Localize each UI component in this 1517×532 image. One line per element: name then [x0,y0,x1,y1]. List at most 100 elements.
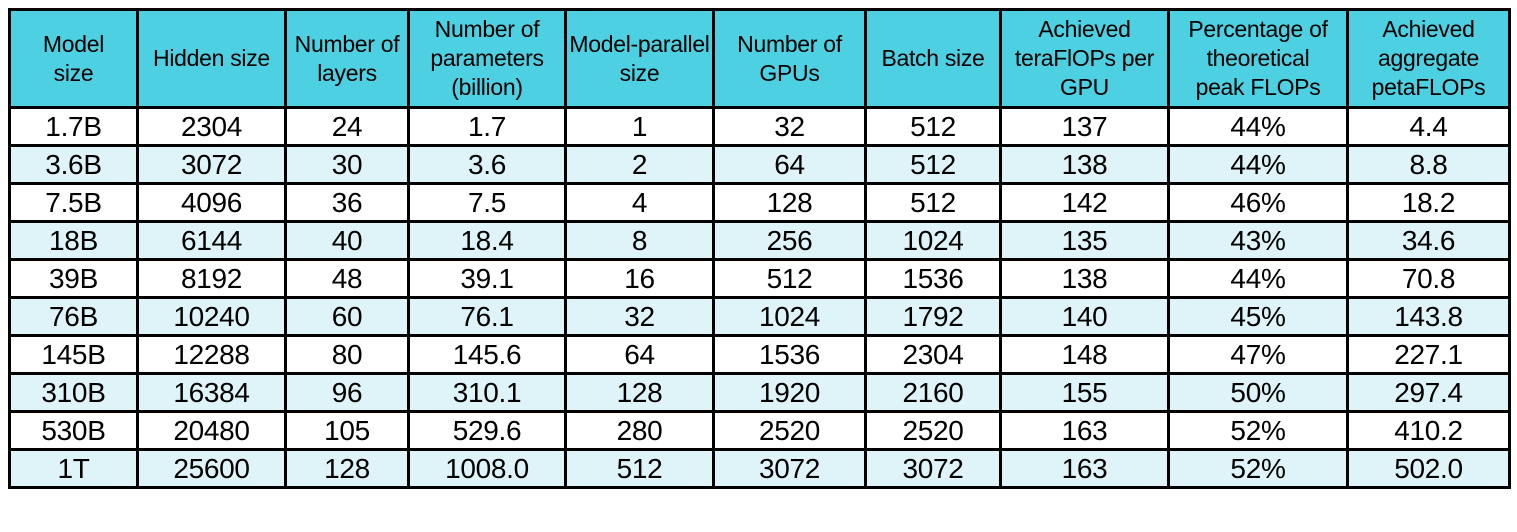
table-row: 7.5B 4096 36 7.5 4 128 512 142 46% 18.2 [8,182,1511,223]
cell-teraflops-per-gpu: 163 [999,410,1170,451]
cell-model-size: 3.6B [8,144,139,185]
table-row: 1T 25600 128 1008.0 512 3072 3072 163 52% 502.0 [8,448,1511,489]
column-header-num-gpus: Number of GPUs [712,8,867,109]
cell-batch-size: 1024 [864,220,1002,261]
cell-num-layers: 60 [284,296,410,337]
cell-num-gpus: 1024 [712,296,867,337]
cell-model-parallel-size: 280 [564,410,715,451]
cell-teraflops-per-gpu: 155 [999,372,1170,413]
cell-num-parameters: 3.6 [407,144,567,185]
cell-num-layers: 48 [284,258,410,299]
cell-num-parameters: 18.4 [407,220,567,261]
cell-batch-size: 3072 [864,448,1002,489]
column-header-model-parallel-size: Model-parallel size [564,8,715,109]
cell-num-parameters: 1.7 [407,106,567,147]
cell-teraflops-per-gpu: 135 [999,220,1170,261]
cell-batch-size: 1536 [864,258,1002,299]
table-row: 1.7B 2304 24 1.7 1 32 512 137 44% 4.4 [8,106,1511,147]
cell-num-layers: 80 [284,334,410,375]
cell-model-parallel-size: 2 [564,144,715,185]
cell-aggregate-petaflops: 143.8 [1346,296,1511,337]
cell-aggregate-petaflops: 34.6 [1346,220,1511,261]
cell-num-parameters: 145.6 [407,334,567,375]
table-row: 145B 12288 80 145.6 64 1536 2304 148 47% 227.1 [8,334,1511,375]
cell-num-gpus: 2520 [712,410,867,451]
cell-aggregate-petaflops: 297.4 [1346,372,1511,413]
cell-hidden-size: 20480 [136,410,287,451]
cell-percent-peak-flops: 46% [1167,182,1349,223]
cell-aggregate-petaflops: 502.0 [1346,448,1511,489]
model-scaling-table: Model size Hidden size Number of layers Num… [8,8,1511,489]
cell-hidden-size: 4096 [136,182,287,223]
cell-aggregate-petaflops: 18.2 [1346,182,1511,223]
cell-num-gpus: 256 [712,220,867,261]
cell-batch-size: 2304 [864,334,1002,375]
cell-num-gpus: 512 [712,258,867,299]
cell-model-size: 145B [8,334,139,375]
table-row: 18B 6144 40 18.4 8 256 1024 135 43% 34.6 [8,220,1511,261]
cell-percent-peak-flops: 47% [1167,334,1349,375]
cell-num-layers: 30 [284,144,410,185]
cell-teraflops-per-gpu: 140 [999,296,1170,337]
cell-percent-peak-flops: 44% [1167,258,1349,299]
column-header-hidden-size: Hidden size [136,8,287,109]
cell-aggregate-petaflops: 8.8 [1346,144,1511,185]
header-row: Model size Hidden size Number of layers Num… [8,8,1511,109]
cell-num-gpus: 64 [712,144,867,185]
cell-aggregate-petaflops: 227.1 [1346,334,1511,375]
column-header-percent-peak-flops: Percentage of theoretical peak FLOPs [1167,8,1349,109]
cell-num-gpus: 1536 [712,334,867,375]
table-row: 3.6B 3072 30 3.6 2 64 512 138 44% 8.8 [8,144,1511,185]
column-header-aggregate-petaflops: Achieved aggregate petaFLOPs [1346,8,1511,109]
cell-hidden-size: 2304 [136,106,287,147]
cell-batch-size: 512 [864,182,1002,223]
table-row: 39B 8192 48 39.1 16 512 1536 138 44% 70.8 [8,258,1511,299]
cell-hidden-size: 12288 [136,334,287,375]
cell-teraflops-per-gpu: 137 [999,106,1170,147]
cell-teraflops-per-gpu: 142 [999,182,1170,223]
cell-model-parallel-size: 32 [564,296,715,337]
cell-num-layers: 40 [284,220,410,261]
cell-batch-size: 1792 [864,296,1002,337]
cell-model-parallel-size: 512 [564,448,715,489]
table-body: 1.7B 2304 24 1.7 1 32 512 137 44% 4.4 3.6B 3072 30 3.… [8,106,1511,489]
cell-teraflops-per-gpu: 163 [999,448,1170,489]
cell-percent-peak-flops: 44% [1167,144,1349,185]
column-header-teraflops-per-gpu: Achieved teraFlOPs per GPU [999,8,1170,109]
cell-model-parallel-size: 128 [564,372,715,413]
cell-aggregate-petaflops: 70.8 [1346,258,1511,299]
cell-num-layers: 24 [284,106,410,147]
column-header-batch-size: Batch size [864,8,1002,109]
cell-num-parameters: 1008.0 [407,448,567,489]
table-row: 530B 20480 105 529.6 280 2520 2520 163 52% 410.2 [8,410,1511,451]
model-scaling-table-container: Model size Hidden size Number of layers Num… [8,8,1511,489]
cell-model-size: 310B [8,372,139,413]
cell-model-parallel-size: 16 [564,258,715,299]
cell-model-size: 530B [8,410,139,451]
cell-percent-peak-flops: 52% [1167,448,1349,489]
cell-batch-size: 2520 [864,410,1002,451]
cell-hidden-size: 25600 [136,448,287,489]
cell-hidden-size: 6144 [136,220,287,261]
cell-batch-size: 2160 [864,372,1002,413]
cell-num-parameters: 39.1 [407,258,567,299]
cell-num-gpus: 3072 [712,448,867,489]
cell-hidden-size: 16384 [136,372,287,413]
cell-num-gpus: 1920 [712,372,867,413]
cell-percent-peak-flops: 52% [1167,410,1349,451]
cell-model-parallel-size: 1 [564,106,715,147]
table-row: 310B 16384 96 310.1 128 1920 2160 155 50% 297.4 [8,372,1511,413]
cell-percent-peak-flops: 50% [1167,372,1349,413]
cell-num-layers: 36 [284,182,410,223]
column-header-model-size: Model size [8,8,139,109]
cell-teraflops-per-gpu: 148 [999,334,1170,375]
cell-model-size: 18B [8,220,139,261]
cell-model-size: 76B [8,296,139,337]
cell-num-gpus: 32 [712,106,867,147]
cell-percent-peak-flops: 44% [1167,106,1349,147]
cell-model-size: 1.7B [8,106,139,147]
cell-num-parameters: 310.1 [407,372,567,413]
cell-model-size: 7.5B [8,182,139,223]
cell-model-parallel-size: 64 [564,334,715,375]
cell-teraflops-per-gpu: 138 [999,144,1170,185]
